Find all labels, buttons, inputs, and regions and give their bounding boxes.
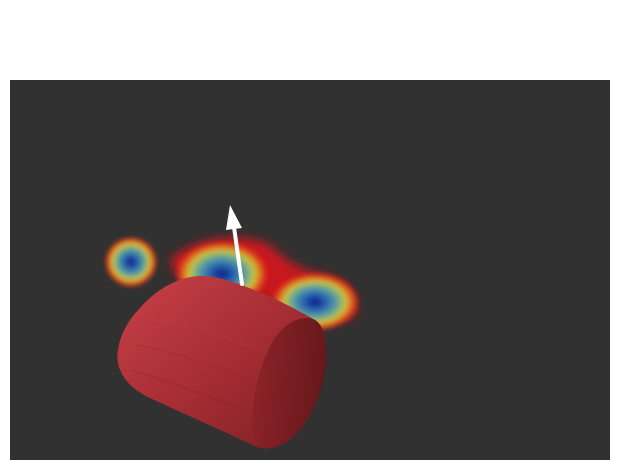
arrow-head-icon [226, 205, 242, 230]
scene-canvas[interactable] [10, 80, 610, 460]
normal-arrow[interactable] [226, 205, 244, 286]
cylinder-end-cap [252, 318, 327, 449]
top-margin [0, 0, 620, 80]
heatmap-blob-small [104, 236, 158, 288]
arrow-shaft [231, 218, 244, 286]
cylinder-mesh[interactable] [117, 275, 327, 449]
3d-viewport[interactable] [10, 80, 610, 460]
